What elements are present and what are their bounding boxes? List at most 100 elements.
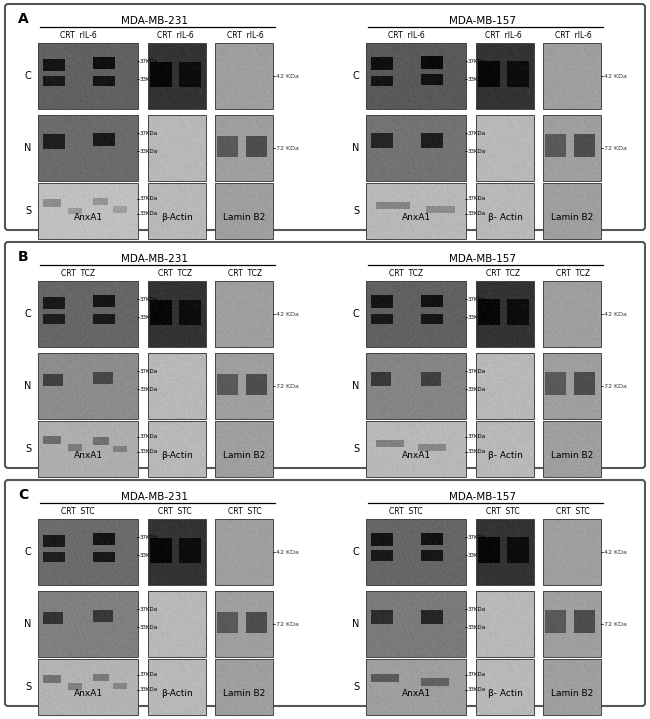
Text: C: C — [25, 71, 31, 81]
Text: N: N — [24, 381, 32, 391]
Bar — [215, 659, 273, 715]
Bar — [476, 591, 534, 657]
Bar — [366, 519, 466, 585]
Text: 33KDa: 33KDa — [468, 387, 486, 392]
Text: 33KDa: 33KDa — [468, 553, 486, 558]
Bar — [543, 421, 601, 477]
Text: Lamin B2: Lamin B2 — [223, 451, 265, 459]
Text: 37KDa: 37KDa — [468, 369, 486, 374]
Text: 33KDa: 33KDa — [140, 149, 158, 154]
Text: 33KDa: 33KDa — [140, 625, 158, 630]
Text: CRT  TCZ: CRT TCZ — [61, 270, 95, 278]
Bar — [366, 43, 466, 109]
Text: Lamin B2: Lamin B2 — [551, 213, 593, 221]
Bar — [148, 281, 206, 347]
Text: 33KDa: 33KDa — [140, 387, 158, 392]
Text: β- Actin: β- Actin — [488, 213, 523, 221]
Bar — [148, 353, 206, 419]
Bar — [148, 659, 206, 715]
Text: MDA-MB-157: MDA-MB-157 — [450, 16, 517, 26]
Text: Lamin B2: Lamin B2 — [551, 451, 593, 459]
Bar — [476, 281, 534, 347]
Text: C: C — [352, 309, 359, 319]
Bar — [476, 183, 534, 239]
Bar — [366, 281, 466, 347]
Text: MDA-MB-157: MDA-MB-157 — [450, 492, 517, 502]
Text: N: N — [24, 619, 32, 629]
Text: 42 KDa: 42 KDa — [276, 549, 299, 554]
Bar — [476, 43, 534, 109]
Bar — [543, 519, 601, 585]
Bar — [476, 421, 534, 477]
Text: S: S — [353, 206, 359, 216]
Text: 37KDa: 37KDa — [468, 672, 486, 677]
Text: CRT  TCZ: CRT TCZ — [556, 270, 590, 278]
Text: 37KDa: 37KDa — [140, 535, 158, 540]
Text: 42 KDa: 42 KDa — [276, 73, 299, 78]
FancyBboxPatch shape — [5, 4, 645, 230]
Text: 37KDa: 37KDa — [468, 131, 486, 136]
Text: 37KDa: 37KDa — [140, 369, 158, 374]
Text: CRT  STC: CRT STC — [556, 508, 590, 516]
Text: CRT  STC: CRT STC — [486, 508, 520, 516]
Bar — [476, 519, 534, 585]
Bar — [215, 281, 273, 347]
Bar — [38, 281, 138, 347]
Text: 33KDa: 33KDa — [140, 211, 158, 216]
Text: 42 KDa: 42 KDa — [604, 549, 627, 554]
Bar — [366, 591, 466, 657]
Text: AnxA1: AnxA1 — [73, 451, 103, 459]
Bar — [38, 183, 138, 239]
Text: Lamin B2: Lamin B2 — [223, 689, 265, 697]
Text: 37KDa: 37KDa — [140, 672, 158, 677]
Text: CRT  STC: CRT STC — [158, 508, 192, 516]
Text: AnxA1: AnxA1 — [402, 213, 430, 221]
Bar — [366, 353, 466, 419]
Bar — [38, 591, 138, 657]
Text: 37KDa: 37KDa — [140, 297, 158, 302]
Text: C: C — [18, 488, 28, 502]
Text: CRT  rIL-6: CRT rIL-6 — [157, 32, 194, 40]
Text: C: C — [352, 71, 359, 81]
Text: 42 KDa: 42 KDa — [604, 73, 627, 78]
Text: AnxA1: AnxA1 — [402, 451, 430, 459]
Text: β- Actin: β- Actin — [488, 451, 523, 459]
Bar — [38, 353, 138, 419]
Bar — [148, 421, 206, 477]
Text: B: B — [18, 250, 29, 264]
Text: 42 KDa: 42 KDa — [604, 311, 627, 316]
Bar — [38, 519, 138, 585]
Bar — [366, 115, 466, 181]
Bar — [366, 183, 466, 239]
Bar — [476, 115, 534, 181]
Bar — [215, 183, 273, 239]
Text: 72 KDa: 72 KDa — [604, 621, 627, 626]
Text: N: N — [352, 143, 359, 153]
Text: 33KDa: 33KDa — [468, 315, 486, 320]
Text: CRT  rIL-6: CRT rIL-6 — [60, 32, 96, 40]
Text: C: C — [25, 309, 31, 319]
Text: CRT  rIL-6: CRT rIL-6 — [387, 32, 424, 40]
Text: N: N — [24, 143, 32, 153]
Text: 42 KDa: 42 KDa — [276, 311, 299, 316]
Text: CRT  rIL-6: CRT rIL-6 — [485, 32, 521, 40]
Text: CRT  TCZ: CRT TCZ — [158, 270, 192, 278]
Text: CRT  TCZ: CRT TCZ — [486, 270, 520, 278]
Text: 72 KDa: 72 KDa — [604, 145, 627, 150]
Text: AnxA1: AnxA1 — [73, 213, 103, 221]
Text: AnxA1: AnxA1 — [402, 689, 430, 697]
Text: CRT  STC: CRT STC — [389, 508, 422, 516]
Text: N: N — [352, 381, 359, 391]
Bar — [366, 421, 466, 477]
Bar — [148, 591, 206, 657]
Text: 37KDa: 37KDa — [140, 131, 158, 136]
Text: S: S — [25, 444, 31, 454]
Bar — [215, 353, 273, 419]
Text: β- Actin: β- Actin — [488, 689, 523, 697]
Text: S: S — [353, 444, 359, 454]
Text: MDA-MB-231: MDA-MB-231 — [122, 16, 188, 26]
Text: MDA-MB-231: MDA-MB-231 — [122, 492, 188, 502]
Text: 33KDa: 33KDa — [140, 687, 158, 692]
Text: 33KDa: 33KDa — [468, 687, 486, 692]
Text: 72 KDa: 72 KDa — [604, 383, 627, 388]
